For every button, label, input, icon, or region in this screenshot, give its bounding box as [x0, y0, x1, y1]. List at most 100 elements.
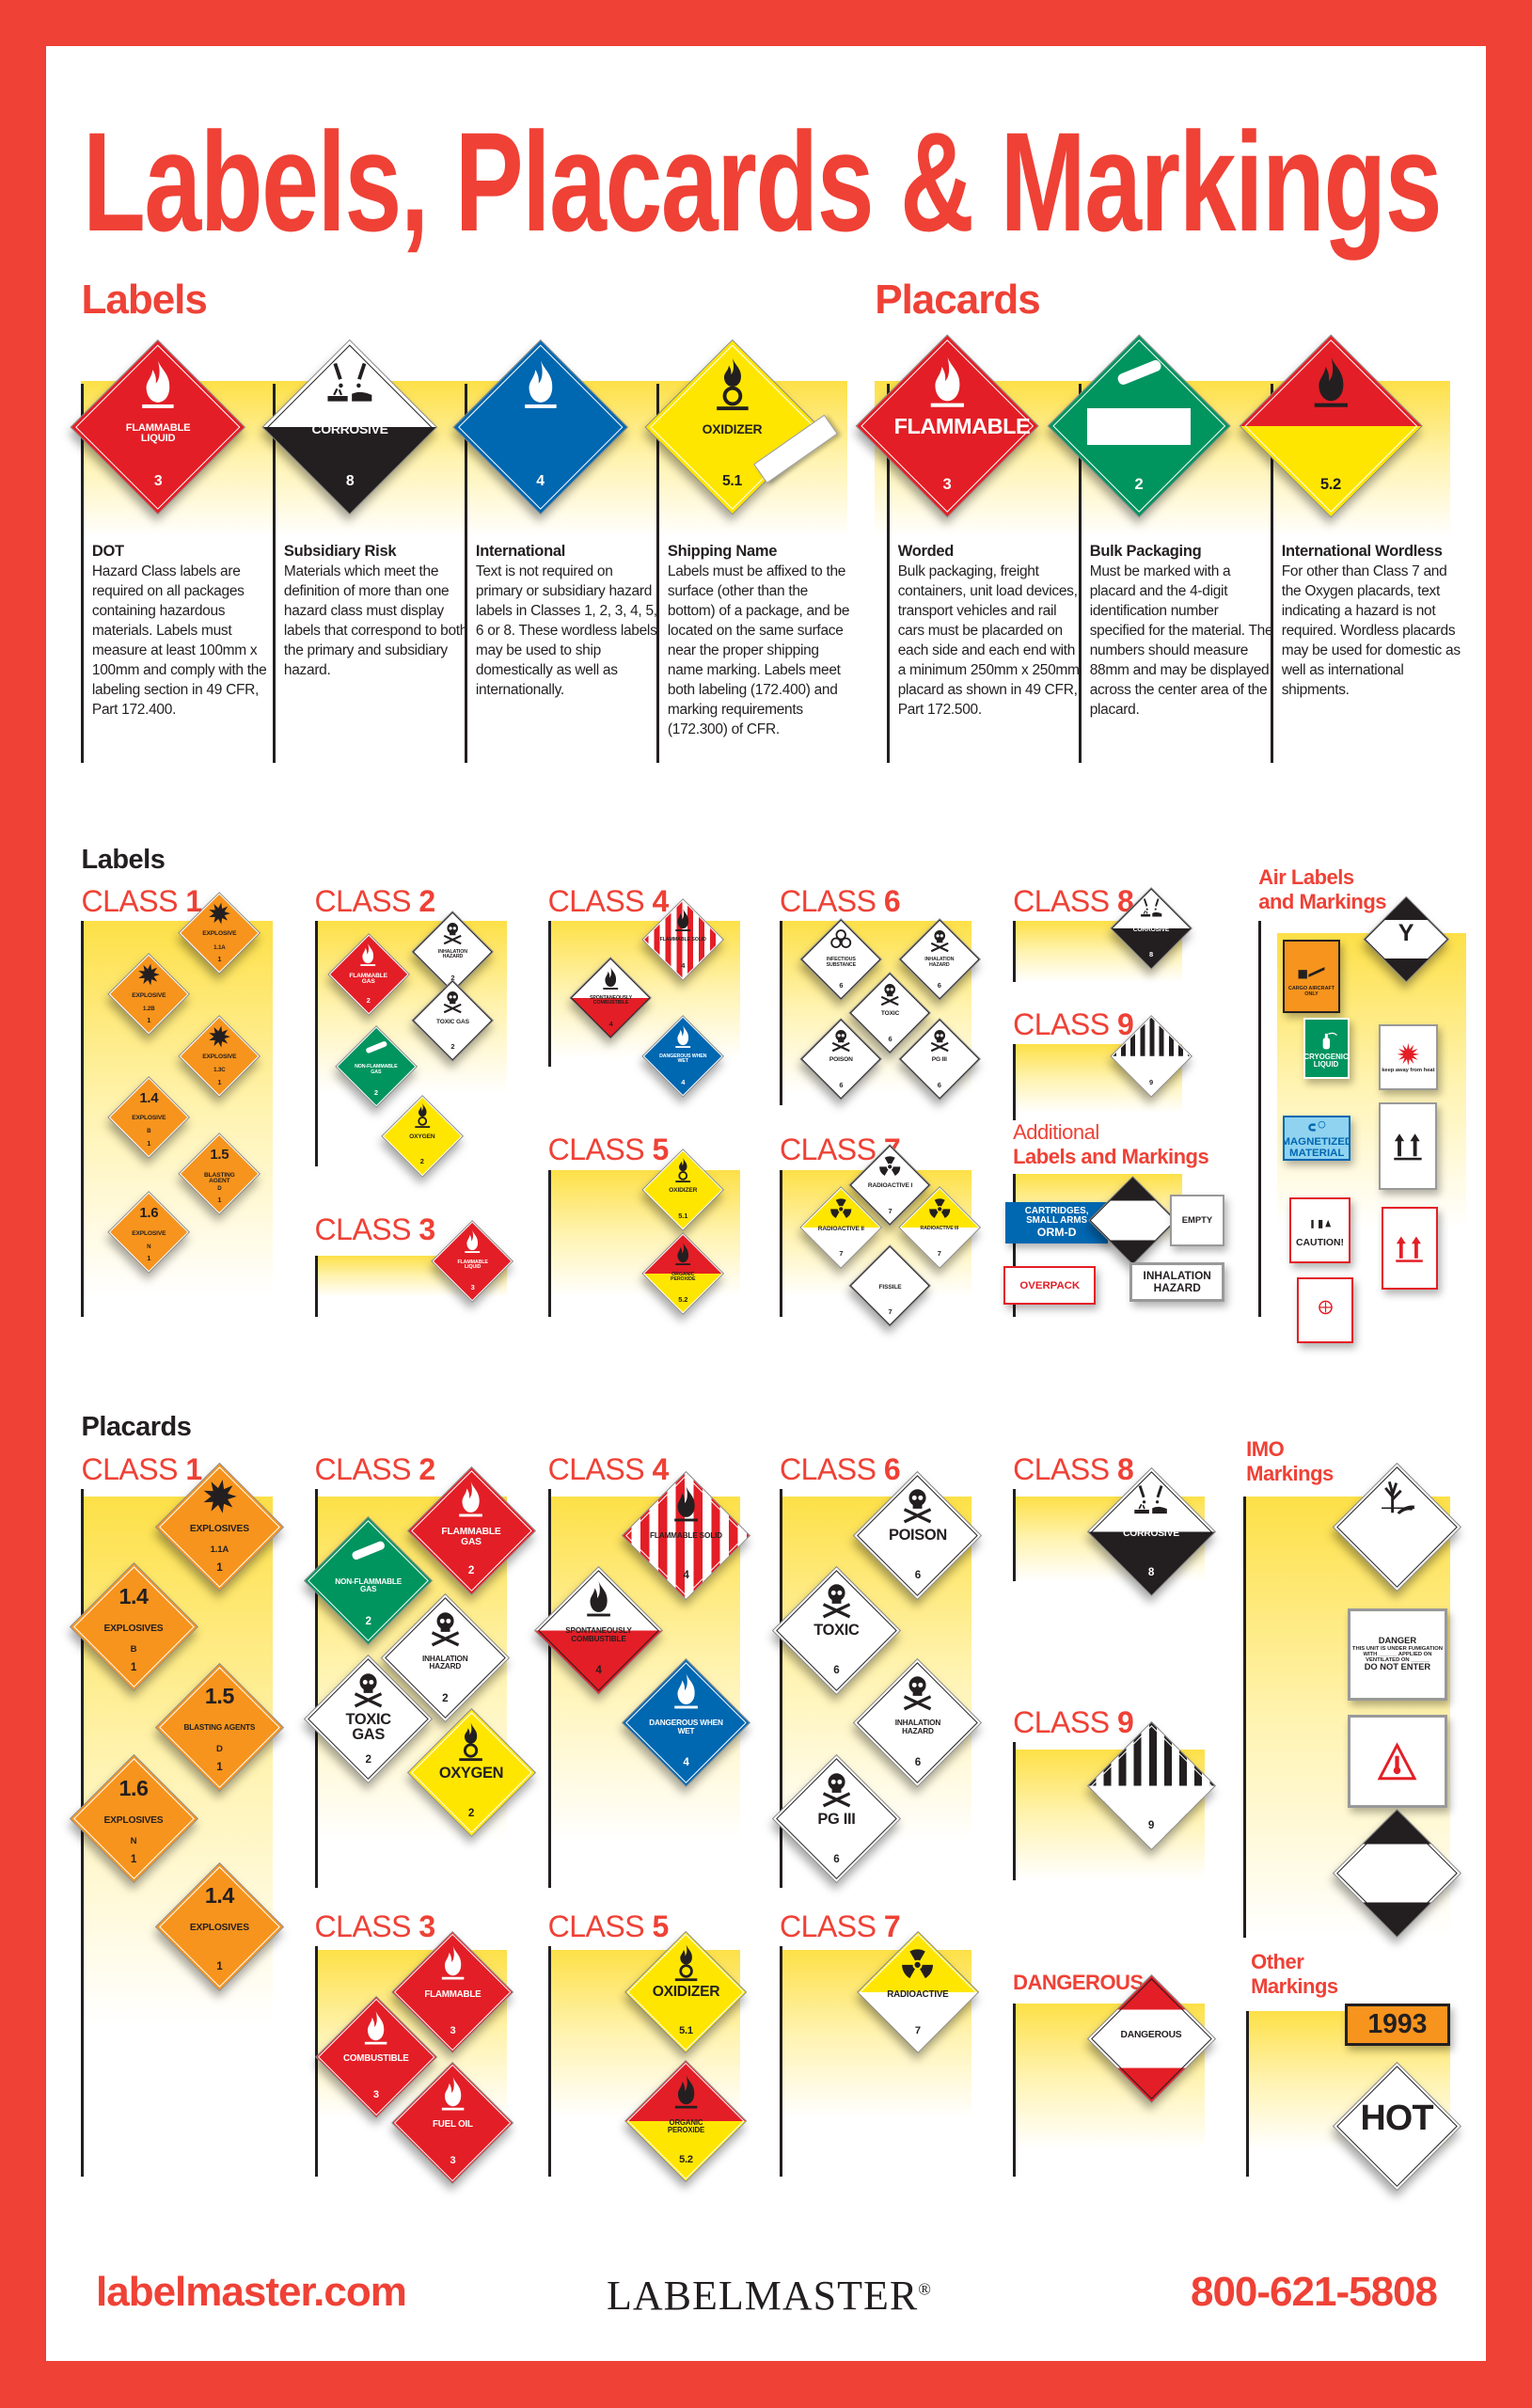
sign-content: CORROSIVE 8: [1110, 887, 1192, 970]
non-flammable-gas-sign: NON-FLAMMABLE GAS 2: [304, 1516, 434, 1646]
inhalation-hazard-sign: INHALATION HAZARD 6: [897, 917, 981, 1002]
flammable-gas-sign: FLAMMABLE GAS 2: [406, 1465, 536, 1595]
page-title: Labels, Placards & Markings: [83, 103, 1443, 261]
sign-text: EXPLOSIVES: [189, 1923, 249, 1934]
sign-class-number: 3: [450, 2155, 456, 2167]
sign-sub-text: 1.2B: [143, 1005, 155, 1012]
sign-text: INHALATION HAZARD: [422, 1654, 468, 1671]
explosives-sign: 1.4 EXPLOSIVES 1: [154, 1861, 284, 1991]
labels-heading: Labels: [81, 276, 207, 323]
sign-content: ORGANIC PEROXIDE 5.2: [641, 1232, 724, 1315]
divider-line: [547, 921, 551, 1068]
danger-label: DANGER THIS UNIT IS UNDER FUMIGATION WITH …: [1347, 1608, 1447, 1702]
sign-class-number: 1: [216, 1761, 223, 1773]
website-link[interactable]: labelmaster.com: [96, 2269, 407, 2315]
limited-quantity-sign: 9: [1086, 1720, 1216, 1850]
bomb-icon: [203, 1480, 237, 1513]
sign-class-number: 5.2: [678, 1295, 688, 1305]
class-prefix: CLASS: [1013, 1006, 1110, 1041]
flame-icon: [459, 1481, 483, 1517]
flame-icon: [675, 908, 691, 931]
skull-icon: [904, 1489, 932, 1524]
sign-content: CORROSIVE 8: [1086, 1467, 1215, 1596]
y-sign: Y: [1363, 896, 1449, 983]
sign-class-number: 6: [833, 1664, 840, 1677]
description-body: Labels must be affixed to the surface (o…: [667, 563, 850, 738]
sign-big-text: 1.4: [139, 1089, 159, 1106]
class-prefix: CLASS: [81, 1451, 178, 1486]
explosives-sign: EXPLOSIVES 1.1A 1: [154, 1463, 284, 1592]
sign-content: TOXIC GAS 2: [411, 979, 494, 1062]
sign-text: ORGANIC PEROXIDE: [667, 2117, 705, 2134]
class-9-heading: CLASS 9: [1013, 1705, 1134, 1740]
flame-sign: 5.2: [1239, 334, 1423, 519]
radioactive-iii-sign: RADIOACTIVE III 7: [897, 1186, 981, 1270]
sign-content: PG III 6: [772, 1754, 901, 1883]
sign-class-number: 6: [888, 1034, 892, 1043]
sign-class-number: 4: [595, 1664, 602, 1677]
sign-class-number: 1: [147, 1254, 151, 1263]
flame-icon: [360, 943, 376, 967]
divider-line: [314, 921, 318, 1167]
limited-quantity-sign: [1088, 1176, 1177, 1265]
sign-text: TOXIC: [813, 1621, 860, 1639]
sign-text: SPONTANEOUSLY COMBUSTIBLE: [565, 1626, 632, 1643]
description-body: Materials which meet the definition of m…: [283, 563, 468, 679]
registered-mark: ®: [918, 2279, 932, 2299]
cylinder-icon: [365, 1041, 387, 1054]
sign-class-number: 7: [888, 1307, 892, 1317]
sign-text: ORGANIC PEROXIDE: [671, 1271, 696, 1283]
sign-big-text: Y: [1398, 920, 1414, 947]
label-text-line: ORM-D: [1036, 1225, 1077, 1239]
biohazard-icon: [830, 928, 852, 948]
sign-text: INHALATION HAZARD: [924, 957, 955, 968]
sign-content: EXPLOSIVE 1.2B 1: [107, 953, 190, 1036]
inhalation-hazard-sign: INHALATION HAZARD 2: [380, 1593, 510, 1723]
sign-text: EXPLOSIVES: [189, 1524, 249, 1535]
air-labels-and-markings-heading: Air Labels and Markings: [1258, 865, 1386, 914]
sign-class-number: 1: [130, 1660, 137, 1673]
class-prefix: CLASS: [81, 884, 178, 919]
sign-class-number: 7: [937, 1249, 941, 1259]
sign-class-number: 3: [470, 1283, 475, 1292]
description-body: Hazard Class labels are required on all …: [91, 563, 267, 719]
label-text-line: THIS UNIT IS UNDER FUMIGATION: [1351, 1646, 1443, 1653]
sign-text: OXIDIZER: [702, 420, 763, 436]
class-8-heading: CLASS 8: [1013, 1452, 1134, 1487]
sign-big-text: 1.4: [118, 1584, 149, 1609]
cryogenic-label: CRYOGENIC LIQUID: [1303, 1018, 1350, 1080]
heading-line: Air Labels: [1258, 865, 1354, 890]
sign-sub-text: B: [147, 1128, 151, 1135]
sign-content: FLAMMABLE GAS 2: [327, 933, 410, 1016]
sign-text: FLAMMABLE GAS: [441, 1527, 501, 1547]
sign-text: EXPLOSIVE: [132, 1115, 166, 1122]
sign-content: 2: [1047, 335, 1231, 519]
limited-quantity-sign: [1332, 1808, 1461, 1938]
sign-content: HOT: [1333, 2062, 1461, 2191]
limited-quantity-sign: 9: [1109, 1014, 1193, 1098]
flame-icon: [441, 2076, 465, 2111]
sign-class-number: 4: [683, 1756, 689, 1769]
class-number: 7: [883, 1909, 901, 1944]
sign-text: FLAMMABLE LIQUID: [125, 421, 191, 445]
phone-number[interactable]: 800-621-5808: [1190, 2269, 1438, 2315]
sign-class-number: 5.2: [1319, 474, 1341, 493]
flame-icon: [365, 2010, 387, 2045]
divider-line: [780, 1489, 783, 1889]
arrows-icon: [1393, 1133, 1422, 1161]
explosive-sign: 1.6 EXPLOSIVE N 1: [107, 1191, 191, 1275]
flame-icon: [524, 360, 557, 409]
sign-sub-text: D: [215, 1744, 223, 1755]
toxic-gas-sign: TOXIC GAS 2: [304, 1655, 434, 1784]
flame-icon: [674, 1486, 698, 1522]
class-prefix: CLASS: [314, 884, 412, 919]
description-shipping-name: Shipping Name Labels must be affixed to t…: [668, 542, 852, 739]
flame-icon: [674, 1673, 698, 1709]
sign-content: PG III 6: [898, 1018, 981, 1101]
sign-content: OXIDIZER 5.1: [624, 1931, 748, 2054]
explosives-sign: 1.6 EXPLOSIVES N 1: [69, 1754, 198, 1884]
class-7-heading: CLASS 7: [780, 1909, 901, 1944]
heading-line: IMO: [1246, 1436, 1285, 1461]
explosive-sign: EXPLOSIVE 1.3C 1: [178, 1014, 261, 1098]
pg-iii-sign: PG III 6: [897, 1018, 981, 1101]
